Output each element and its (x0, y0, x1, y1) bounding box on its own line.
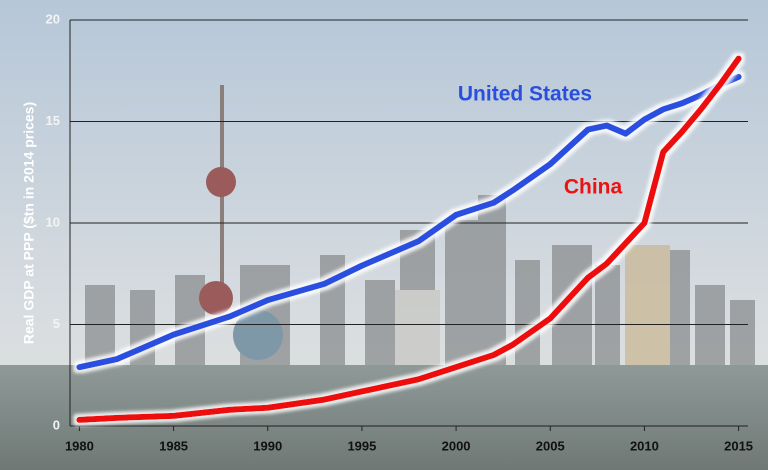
x-tick-label: 1985 (159, 438, 188, 453)
y-tick-label: 10 (46, 214, 60, 229)
series-label: China (564, 176, 623, 199)
x-tick-label: 2005 (536, 438, 565, 453)
series-line (76, 73, 742, 371)
y-tick-label: 5 (53, 316, 60, 331)
x-tick-label: 2015 (724, 438, 753, 453)
x-tick-label: 2000 (442, 438, 471, 453)
y-tick-label: 20 (46, 11, 60, 26)
series-line (76, 55, 742, 423)
x-tick-label: 1995 (347, 438, 376, 453)
x-tick-label: 1980 (65, 438, 94, 453)
x-tick-label: 2010 (630, 438, 659, 453)
y-tick-label: 15 (46, 113, 60, 128)
y-axis-label: Real GDP at PPP ($tn in 2014 prices) (21, 102, 37, 344)
y-tick-label: 0 (53, 417, 60, 432)
x-tick-label: 1990 (253, 438, 282, 453)
series-label: United States (458, 83, 592, 106)
